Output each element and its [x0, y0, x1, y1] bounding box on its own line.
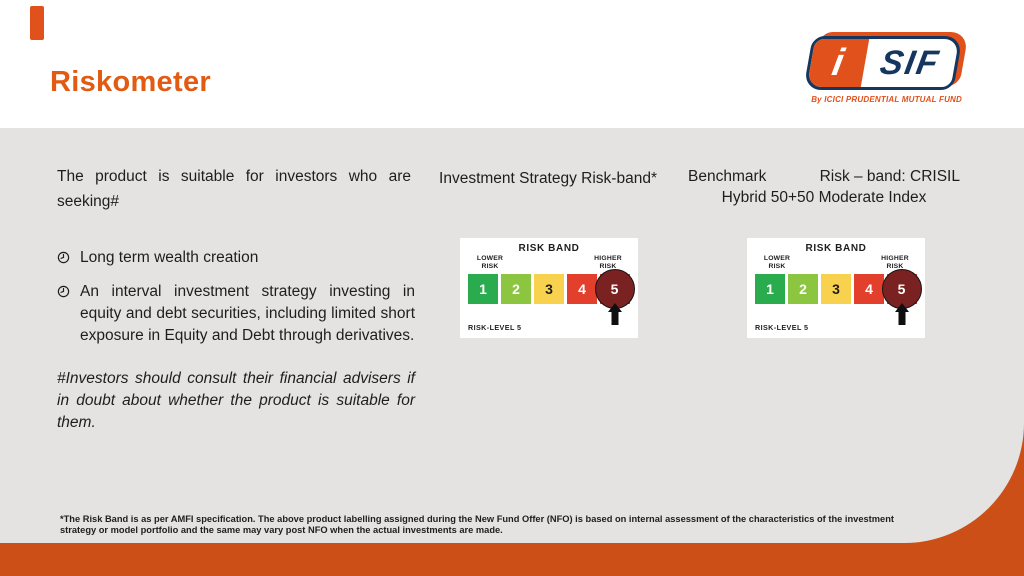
arrow-up-icon: [895, 303, 909, 330]
logo-tagline: By ICICI PRUDENTIAL MUTUAL FUND: [811, 95, 962, 104]
selected-level-circle: 5: [881, 268, 922, 309]
footnote-line: *The Risk Band is as per AMFI specificat…: [60, 514, 894, 524]
amfi-footnote: *The Risk Band is as per AMFI specificat…: [60, 514, 894, 536]
selected-level-circle: 5: [594, 268, 635, 309]
arrow-up-icon: [608, 303, 622, 330]
risk-level-label: RISK-LEVEL 5: [755, 323, 809, 332]
risk-level-4: 4: [854, 274, 884, 304]
risk-level-2: 2: [501, 274, 531, 304]
lower-risk-label: LOWER RISK: [763, 255, 791, 271]
logo-box: i SIF: [803, 36, 963, 90]
riskband-card-title: RISK BAND: [805, 243, 867, 254]
risk-level-5-selected: 5: [881, 268, 922, 309]
list-item: Long term wealth creation: [57, 247, 415, 269]
risk-level-2: 2: [788, 274, 818, 304]
risk-level-3: 3: [534, 274, 564, 304]
lower-risk-label: LOWER RISK: [476, 255, 504, 271]
bottom-orange-band: [0, 543, 1024, 576]
logo-sif-text: SIF: [877, 43, 943, 82]
benchmark-riskband-heading: Benchmark Risk – band: CRISIL Hybrid 50+…: [688, 166, 960, 208]
higher-risk-label: HIGHER RISK: [881, 255, 909, 271]
benchmark-heading-word: Benchmark: [688, 168, 767, 185]
advisers-disclaimer-text: #Investors should consult their financia…: [57, 370, 415, 431]
clock-icon: [57, 285, 70, 347]
risk-level-3: 3: [821, 274, 851, 304]
riskband-card-title: RISK BAND: [518, 243, 580, 254]
benchmark-index-name: Hybrid 50+50 Moderate Index: [721, 189, 927, 206]
footnote-line: strategy or model portfolio and the same…: [60, 525, 503, 535]
risk-level-1: 1: [755, 274, 785, 304]
top-left-accent-bar: [30, 6, 44, 40]
risk-level-4: 4: [567, 274, 597, 304]
risk-level-1: 1: [468, 274, 498, 304]
list-item: An interval investment strategy investin…: [57, 281, 415, 347]
bullet-text: An interval investment strategy investin…: [80, 283, 415, 344]
higher-risk-label: HIGHER RISK: [594, 255, 622, 271]
strategy-riskband-heading: Investment Strategy Risk-band*: [439, 170, 657, 187]
page-title: Riskometer: [50, 66, 211, 98]
logo-i-mark: i: [806, 39, 870, 87]
brand-logo: i SIF By ICICI PRUDENTIAL MUTUAL FUND: [803, 32, 969, 112]
clock-icon: [57, 251, 70, 269]
seeking-bullet-list: Long term wealth creation An interval in…: [57, 247, 415, 359]
benchmark-heading-riskband: Risk – band: CRISIL: [819, 168, 960, 185]
bullet-text: Long term wealth creation: [80, 249, 259, 266]
risk-level-5-selected: 5: [594, 268, 635, 309]
suitability-intro-text: The product is suitable for investors wh…: [57, 168, 411, 210]
risk-level-label: RISK-LEVEL 5: [468, 323, 522, 332]
content-panel: The product is suitable for investors wh…: [0, 128, 1024, 543]
